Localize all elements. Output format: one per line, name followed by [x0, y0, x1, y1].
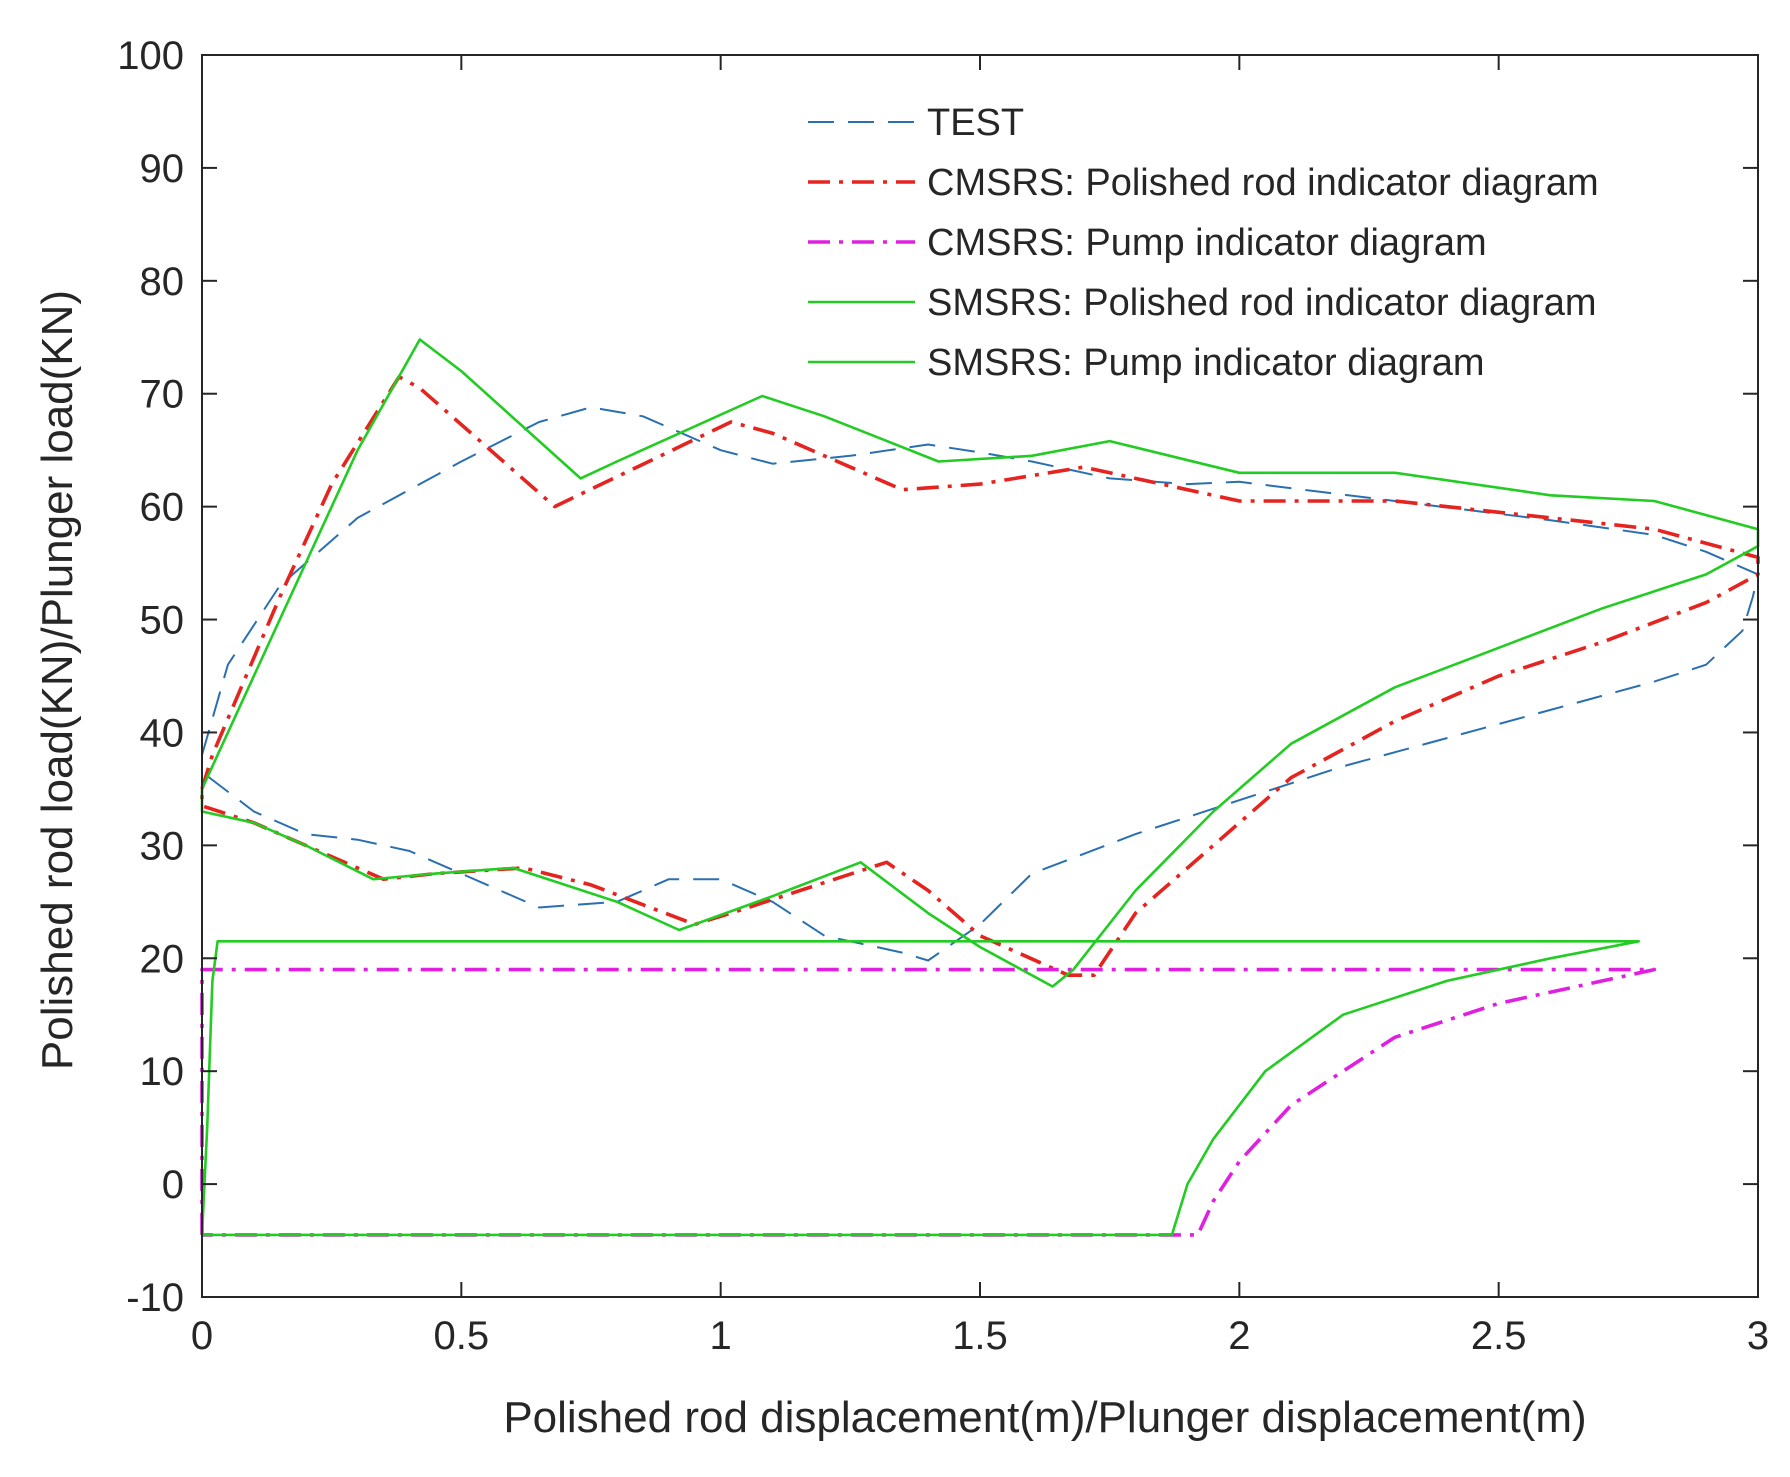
series-line-1	[201, 406, 1759, 962]
series-line-5	[200, 940, 1640, 1237]
series-layer	[200, 338, 1760, 1237]
legend-label-5: SMSRS: Pump indicator diagram	[927, 342, 1485, 384]
series-line-2	[200, 375, 1760, 977]
legend-label-1: TEST	[927, 102, 1024, 144]
y-tick-label: 70	[140, 373, 185, 417]
y-tick-label: 20	[140, 937, 185, 981]
y-tick-label: 30	[140, 824, 185, 868]
y-axis-label: Polished rod load(KN)/Plunger load(KN)	[33, 290, 82, 1070]
series-line-4	[200, 338, 1760, 988]
y-tick-label: 10	[140, 1050, 185, 1094]
y-tick-label: 50	[140, 599, 185, 643]
legend: TEST CMSRS: Polished rod indicator diagra…	[808, 102, 1599, 384]
y-tick-label: 40	[140, 711, 185, 755]
x-tick-label: 3	[1747, 1314, 1769, 1358]
series-line-3	[200, 967, 1657, 1237]
x-axis-label: Polished rod displacement(m)/Plunger dis…	[503, 1393, 1586, 1442]
x-tick-label: 2	[1228, 1314, 1250, 1358]
legend-label-2: CMSRS: Polished rod indicator diagram	[927, 162, 1599, 204]
y-tick-label: 90	[140, 147, 185, 191]
x-tick-label: 0.5	[434, 1314, 490, 1358]
x-tick-label: 0	[191, 1314, 213, 1358]
x-tick-label: 1	[710, 1314, 732, 1358]
y-tick-label: 80	[140, 260, 185, 304]
y-tick-label: 0	[162, 1163, 184, 1207]
y-tick-label: 100	[117, 34, 184, 78]
legend-label-3: CMSRS: Pump indicator diagram	[927, 222, 1487, 264]
x-tick-label: 1.5	[952, 1314, 1008, 1358]
x-tick-label: 2.5	[1471, 1314, 1527, 1358]
y-tick-label: -10	[126, 1276, 184, 1320]
legend-label-4: SMSRS: Polished rod indicator diagram	[927, 282, 1597, 324]
y-tick-label: 60	[140, 486, 185, 530]
